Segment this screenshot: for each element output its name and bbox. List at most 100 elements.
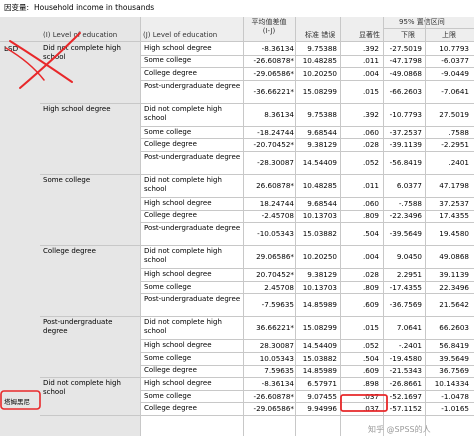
cell-sig: .037	[362, 404, 379, 414]
cell-mean-diff: -10.05343	[257, 229, 294, 239]
row-divider	[40, 316, 140, 317]
row-divider	[140, 138, 474, 139]
cell-mean-diff: 7.59635	[264, 366, 294, 376]
cell-sig: .011	[362, 181, 379, 190]
cell-mean-diff: -2.45708	[261, 211, 294, 221]
row-divider	[140, 151, 474, 152]
column-divider	[295, 17, 296, 436]
col-header-upper: 上限	[442, 31, 456, 39]
cell-ci-upper: 39.1139	[439, 270, 469, 279]
cell-sig: .504	[362, 229, 379, 239]
col-header-lower: 下限	[401, 31, 415, 39]
cell-std-error: 9.94996	[307, 404, 337, 414]
row-label-j: High school degree	[144, 43, 212, 52]
row-label-j: High school degree	[144, 379, 212, 387]
watermark: 知乎 @SPSS的人	[368, 425, 431, 434]
cell-ci-upper: -2.2951	[441, 140, 469, 150]
cell-ci-upper: 36.7569	[439, 366, 469, 376]
cell-ci-upper: -1.0165	[441, 404, 469, 414]
ci-header-divider	[384, 28, 474, 29]
cell-sig: .011	[362, 56, 379, 66]
cell-ci-lower: 2.2951	[396, 270, 422, 279]
cell-std-error: 15.03882	[302, 229, 337, 239]
cell-ci-upper: 10.7793	[439, 43, 469, 53]
cell-std-error: 9.68544	[307, 127, 337, 137]
cell-mean-diff: 2.45708	[264, 282, 294, 292]
cell-ci-upper: 10.14334	[434, 379, 469, 388]
cell-std-error: 9.38129	[307, 140, 337, 150]
cell-ci-lower: -22.3496	[389, 211, 422, 221]
cell-ci-lower: 6.0377	[396, 181, 422, 190]
cell-ci-upper: -7.0641	[441, 86, 469, 96]
row-label-j: Did not complete high school	[144, 247, 222, 265]
row-divider	[140, 103, 474, 104]
cell-ci-lower: -56.8419	[389, 158, 422, 167]
row-divider	[140, 222, 474, 223]
col-header-se: 标准 错误	[305, 31, 336, 39]
cell-mean-diff: 10.05343	[259, 353, 294, 363]
cell-mean-diff: 8.36134	[264, 109, 294, 119]
row-label-j: Some college	[144, 353, 192, 362]
group-label-i: High school degree	[43, 104, 111, 113]
cell-mean-diff: 26.60878*	[256, 181, 294, 190]
row-divider	[0, 41, 474, 42]
row-divider	[40, 103, 140, 104]
row-divider	[140, 80, 474, 81]
row-divider	[140, 415, 474, 416]
cell-std-error: 14.54409	[302, 341, 337, 351]
cell-sig: .809	[362, 282, 379, 292]
row-label-j: Post-undergraduate degree	[144, 81, 241, 90]
cell-sig: .004	[362, 252, 379, 262]
row-label-j: College degree	[144, 211, 197, 220]
cell-mean-diff: -26.60878*	[253, 391, 294, 401]
cell-ci-upper: 66.2603	[439, 323, 469, 333]
row-divider	[140, 126, 474, 127]
cell-ci-lower: -27.5019	[389, 43, 422, 53]
cell-ci-lower: -17.4355	[389, 282, 422, 292]
col-header-ci: 95% 置信区间	[399, 18, 445, 26]
cell-mean-diff: -26.60878*	[253, 56, 294, 66]
col-header-i: (I) Level of education	[43, 31, 118, 39]
cell-std-error: 9.38129	[307, 270, 337, 279]
cell-sig: .028	[362, 270, 379, 279]
cell-ci-upper: 17.4355	[439, 211, 469, 221]
cell-ci-upper: 22.3496	[439, 282, 469, 292]
cell-mean-diff: 28.30087	[259, 341, 294, 351]
cell-ci-lower: -39.5649	[389, 229, 422, 239]
row-divider	[140, 67, 474, 68]
group-label-i: Some college	[43, 176, 91, 184]
cell-sig: .809	[362, 211, 379, 221]
col-header-diff: 平均值差值 (I-J)	[251, 18, 287, 35]
row-divider	[140, 365, 474, 366]
group-label-i: College degree	[43, 247, 96, 256]
row-divider	[140, 352, 474, 353]
row-divider	[140, 245, 474, 246]
row-divider	[140, 316, 474, 317]
col-header-j: (J) Level of education	[143, 31, 218, 39]
cell-ci-upper: 21.5642	[439, 300, 469, 310]
cell-sig: .609	[362, 366, 379, 376]
cell-sig: .037	[362, 391, 379, 401]
row-divider	[140, 390, 474, 391]
cell-ci-upper: 49.0868	[439, 252, 469, 262]
row-label-j: Did not complete high school	[144, 176, 222, 193]
cell-mean-diff: -29.06586*	[253, 404, 294, 414]
row-label-j: College degree	[144, 404, 197, 413]
row-divider	[140, 377, 474, 378]
cell-ci-upper: .7588	[448, 127, 469, 137]
cell-mean-diff: -28.30087	[257, 158, 294, 167]
row-label-shade	[0, 17, 140, 436]
cell-sig: .015	[362, 86, 379, 96]
row-divider	[140, 402, 474, 403]
cell-ci-upper: .2401	[448, 158, 469, 167]
row-label-j: High school degree	[144, 341, 212, 350]
cell-ci-upper: -1.0478	[441, 391, 469, 401]
row-label-j: Some college	[144, 391, 192, 400]
cell-ci-lower: -52.1697	[389, 391, 422, 401]
cell-std-error: 10.20250	[302, 69, 337, 78]
cell-ci-upper: 27.5019	[439, 109, 469, 119]
row-divider	[40, 377, 140, 378]
cell-std-error: 6.57971	[307, 379, 337, 388]
cell-std-error: 15.08299	[302, 86, 337, 96]
cell-mean-diff: 29.06586*	[256, 252, 294, 262]
